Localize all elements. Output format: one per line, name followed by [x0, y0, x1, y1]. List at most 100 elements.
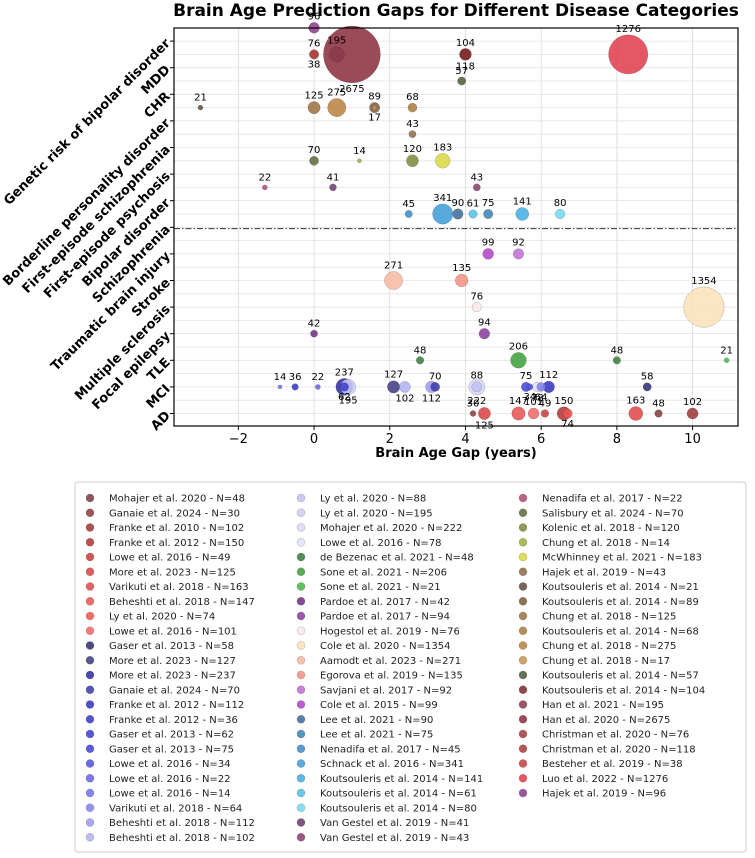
bubble-n-label: 75	[520, 371, 533, 382]
data-bubble	[510, 352, 527, 369]
legend-marker	[85, 582, 95, 591]
x-tick-label: 2	[386, 432, 394, 447]
y-category-label: AD	[148, 408, 173, 433]
legend-marker	[296, 759, 306, 768]
legend-marker	[296, 641, 306, 650]
legend-label: More et al. 2023 - N=127	[109, 656, 236, 667]
bubble-n-label: 104	[456, 38, 475, 49]
data-bubble	[406, 154, 419, 168]
bubble-n-label: 89	[368, 91, 381, 102]
data-bubble	[608, 34, 649, 75]
legend-marker	[85, 729, 95, 739]
bubble-n-label: 70	[429, 371, 442, 382]
legend-label: Lowe et al. 2016 - N=34	[109, 759, 231, 770]
legend-marker	[296, 685, 306, 694]
legend-marker	[518, 700, 528, 709]
data-bubble	[310, 50, 318, 59]
bubble-n-label: 183	[433, 142, 452, 153]
bubble-n-label: 341	[433, 193, 452, 204]
legend-marker	[518, 729, 528, 739]
x-tick-label: 10	[684, 432, 701, 447]
bubble-n-label: 68	[406, 92, 419, 103]
bubble-n-label: 74	[561, 419, 574, 430]
data-bubble	[512, 248, 524, 260]
x-tick-label: −2	[229, 432, 248, 447]
legend-marker	[85, 611, 95, 621]
legend-label: Franke et al. 2012 - N=150	[109, 538, 244, 549]
legend-marker	[85, 567, 95, 576]
bubble-n-label: 1276	[616, 24, 641, 35]
legend-label: de Bezenac et al. 2021 - N=48	[320, 553, 474, 564]
legend-marker	[85, 656, 95, 665]
bubble-n-label: 222	[467, 396, 486, 407]
bubble-n-label: 195	[327, 36, 346, 47]
legend-marker	[296, 597, 306, 606]
data-bubble	[291, 383, 299, 391]
legend-label: Beheshti et al. 2018 - N=102	[109, 833, 255, 844]
data-bubble	[482, 248, 494, 260]
legend-label: More et al. 2023 - N=237	[109, 671, 236, 682]
legend-marker	[85, 759, 95, 768]
legend-label: Pardoe et al. 2017 - N=42	[320, 597, 450, 608]
data-bubble	[327, 98, 347, 117]
bubble-n-label: 102	[683, 397, 702, 408]
legend-marker	[518, 567, 528, 576]
legend-marker	[85, 552, 95, 562]
bubble-n-label: 2675	[339, 84, 364, 95]
data-bubble	[407, 102, 418, 113]
legend-label: Han et al. 2020 - N=2675	[542, 715, 670, 726]
legend-label: Varikuti et al. 2018 - N=64	[109, 803, 242, 814]
legend-label: More et al. 2023 - N=125	[109, 567, 236, 578]
data-bubble	[357, 158, 362, 164]
data-bubble	[686, 407, 699, 420]
bubble-n-label: 112	[539, 370, 558, 381]
x-tick-label: 8	[613, 432, 621, 447]
legend-marker	[518, 670, 528, 680]
bubble-n-label: 45	[402, 199, 415, 210]
bubble-n-label: 118	[456, 61, 475, 72]
legend-marker	[518, 508, 528, 517]
bubble-n-label: 22	[258, 172, 271, 183]
legend-marker	[518, 538, 528, 547]
legend-marker	[296, 567, 306, 576]
bubble-n-label: 64	[535, 392, 548, 403]
data-bubble	[511, 406, 526, 421]
legend-label: Salisbury et al. 2024 - N=70	[542, 508, 684, 519]
legend-marker	[518, 523, 528, 532]
x-axis-label: Brain Age Gap (years)	[375, 446, 536, 461]
legend-label: Mohajer et al. 2020 - N=222	[320, 523, 462, 534]
data-bubble	[372, 105, 378, 111]
legend-label: Lowe et al. 2016 - N=49	[109, 553, 231, 564]
legend-label: Besteher et al. 2019 - N=38	[542, 759, 683, 770]
legend-marker	[296, 729, 306, 739]
legend-marker	[296, 582, 306, 591]
legend-marker	[518, 715, 528, 724]
legend-box	[74, 481, 747, 853]
data-bubble	[277, 384, 283, 390]
legend-label: Schnack et al. 2016 - N=341	[320, 759, 464, 770]
bubble-n-label: 94	[478, 317, 491, 328]
legend-marker	[296, 803, 306, 812]
legend-label: Ly et al. 2020 - N=195	[320, 508, 433, 519]
bubble-n-label: 271	[384, 260, 403, 271]
legend-label: Hajek et al. 2019 - N=43	[542, 567, 666, 578]
legend-label: Ly et al. 2020 - N=74	[109, 612, 215, 623]
legend-label: Ly et al. 2020 - N=88	[320, 494, 426, 505]
legend-marker	[85, 774, 95, 783]
legend-label: Gaser et al. 2013 - N=75	[109, 744, 234, 755]
bubble-n-label: 120	[403, 144, 422, 155]
bubble-n-label: 99	[482, 237, 495, 248]
bubble-n-label: 14	[274, 372, 287, 383]
legend-label: Koutsouleris et al. 2014 - N=80	[320, 803, 477, 814]
legend-marker	[518, 493, 528, 503]
legend-marker	[296, 508, 306, 517]
data-bubble	[328, 46, 345, 63]
legend-label: Lowe et al. 2016 - N=22	[109, 774, 231, 785]
legend-marker	[85, 508, 95, 517]
data-bubble	[457, 76, 467, 86]
legend-marker	[296, 626, 306, 635]
data-bubble	[472, 183, 481, 192]
bubble-n-label: 275	[327, 87, 346, 98]
